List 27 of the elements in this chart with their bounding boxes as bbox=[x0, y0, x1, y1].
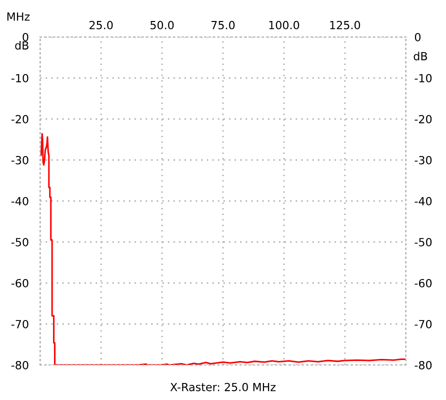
y-tick-label: -60 bbox=[11, 278, 28, 288]
y2-tick-label: -30 bbox=[414, 156, 432, 164]
y2-tick-label: -70 bbox=[414, 320, 432, 328]
y2-tick-label: -60 bbox=[414, 278, 432, 288]
y2-tick-label: -50 bbox=[414, 238, 432, 246]
y-tick-label: -30 bbox=[11, 156, 28, 164]
y-tick-label: -80 bbox=[11, 360, 28, 370]
y2-tick-label: 0 bbox=[414, 32, 421, 42]
x-tick-label: 100.0 bbox=[269, 20, 300, 30]
x-tick-label: 50.0 bbox=[150, 20, 174, 30]
y2-axis-title: dB bbox=[414, 52, 428, 60]
y-tick-label: -20 bbox=[11, 114, 28, 124]
y2-tick-label: -10 bbox=[414, 74, 432, 82]
y2-tick-label: -20 bbox=[414, 114, 432, 124]
y-tick-label: -10 bbox=[11, 74, 28, 82]
y-tick-label: -50 bbox=[11, 238, 28, 246]
y-tick-label: -40 bbox=[11, 196, 28, 206]
y-tick-label: -70 bbox=[11, 320, 28, 328]
text: X-Raster: 25.0 MHz bbox=[170, 382, 276, 392]
x-tick-label: 25.0 bbox=[90, 20, 113, 30]
x-tick-label: 75.0 bbox=[212, 20, 235, 30]
y2-tick-label: -40 bbox=[414, 196, 432, 206]
x-tick-label: 125.0 bbox=[330, 20, 360, 30]
y-tick-label: 0 bbox=[22, 32, 28, 42]
y-axis-title: dB bbox=[15, 41, 28, 50]
x-axis-title: MHz bbox=[7, 12, 30, 21]
y2-tick-label: -80 bbox=[414, 360, 432, 370]
